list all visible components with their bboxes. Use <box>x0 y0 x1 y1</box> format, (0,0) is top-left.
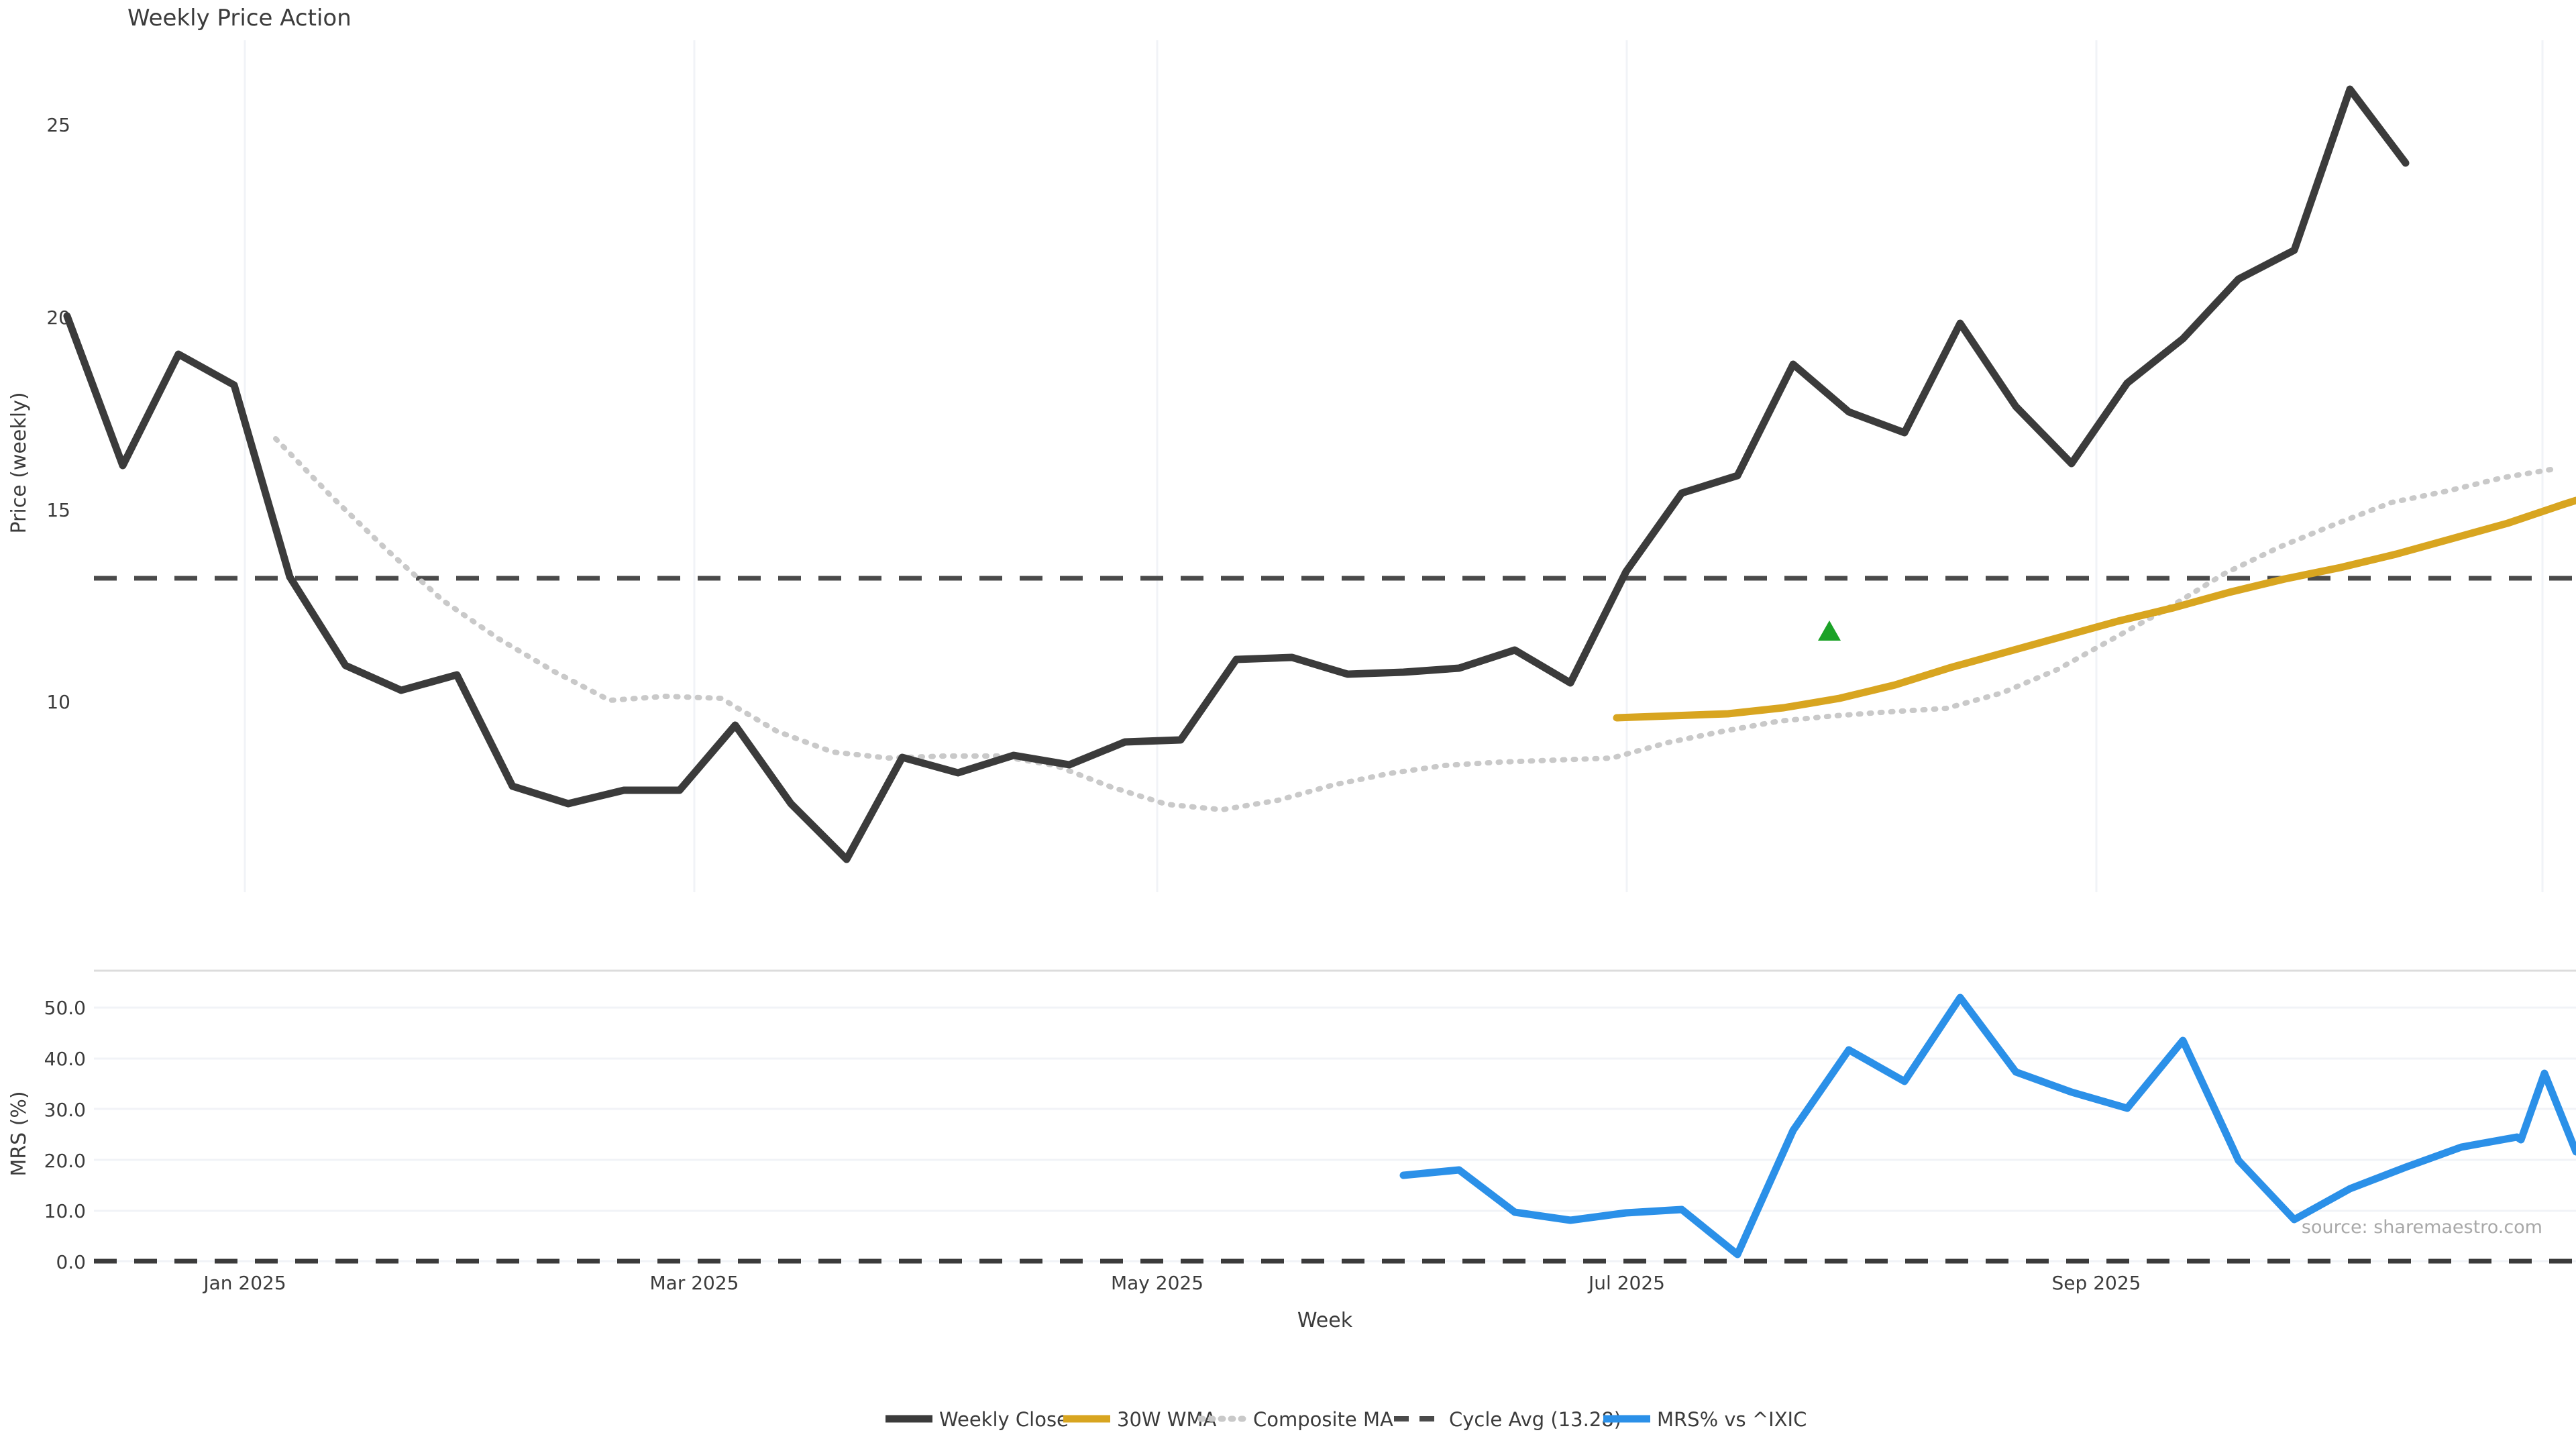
weekly-close-line <box>63 85 2410 863</box>
price-y-ticks: 25 20 15 10 <box>46 114 70 713</box>
price-ytick-15: 15 <box>46 499 70 521</box>
mrs-panel: 50.0 40.0 30.0 20.0 10.0 0.0 MRS (%) sou… <box>7 969 2576 1273</box>
legend-label-cycle-avg: Cycle Avg (13.28) <box>1449 1408 1621 1431</box>
wma30-line <box>1613 496 2576 722</box>
mrs-ytick-10: 10.0 <box>44 1200 86 1222</box>
price-ytick-10: 10 <box>46 691 70 713</box>
buy-signal-marker-icon <box>1818 621 1841 641</box>
mrs-y-ticks: 50.0 40.0 30.0 20.0 10.0 0.0 <box>44 997 86 1273</box>
legend-label-weekly-close: Weekly Close <box>939 1408 1069 1431</box>
x-axis: Jan 2025 Mar 2025 May 2025 Jul 2025 Sep … <box>202 1272 2141 1332</box>
mrs-ytick-0: 0.0 <box>56 1251 86 1273</box>
xtick-jan-2025: Jan 2025 <box>202 1272 286 1294</box>
page-title: Weekly Price Action <box>127 5 352 32</box>
mrs-ytick-30: 30.0 <box>44 1099 86 1121</box>
legend-item-weekly-close[interactable]: Weekly Close <box>885 1408 1069 1431</box>
mrs-y-axis-label: MRS (%) <box>7 1091 31 1176</box>
legend-item-composite-ma[interactable]: Composite MA <box>1197 1408 1393 1431</box>
legend-label-mrs: MRS% vs ^IXIC <box>1657 1408 1807 1431</box>
legend-item-mrs[interactable]: MRS% vs ^IXIC <box>1603 1408 1807 1431</box>
x-axis-label: Week <box>1297 1309 1353 1332</box>
mrs-ytick-40: 40.0 <box>44 1048 86 1070</box>
mrs-ytick-50: 50.0 <box>44 997 86 1019</box>
legend-item-cycle-avg[interactable]: Cycle Avg (13.28) <box>1394 1408 1621 1431</box>
source-credit: source: sharemaestro.com <box>2302 1217 2542 1238</box>
mrs-ytick-20: 20.0 <box>44 1150 86 1172</box>
price-y-axis-label: Price (weekly) <box>7 392 31 533</box>
xtick-mar-2025: Mar 2025 <box>650 1272 739 1294</box>
price-panel: 25 20 15 10 Price (weekly) <box>7 40 2576 892</box>
xtick-sep-2025: Sep 2025 <box>2052 1272 2141 1294</box>
price-ytick-25: 25 <box>46 114 70 136</box>
composite-ma-line <box>273 436 2561 812</box>
legend: Weekly Close 30W WMA Composite MA Cycle … <box>885 1408 1807 1431</box>
mrs-line <box>1399 994 2576 1258</box>
xtick-jul-2025: Jul 2025 <box>1587 1272 1665 1294</box>
price-vertical-gridlines <box>244 40 2544 892</box>
legend-label-composite-ma: Composite MA <box>1253 1408 1393 1431</box>
xtick-may-2025: May 2025 <box>1111 1272 1203 1294</box>
